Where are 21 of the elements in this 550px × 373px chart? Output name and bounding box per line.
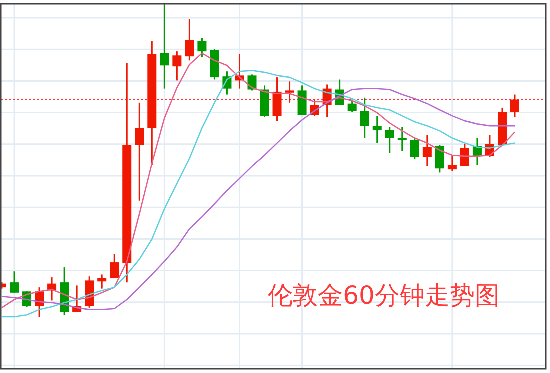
candlestick (372, 115, 382, 144)
candlestick (160, 4, 170, 90)
candlestick (510, 94, 520, 118)
candlestick (135, 102, 144, 202)
candlestick (248, 74, 257, 92)
candlestick (460, 143, 470, 168)
candlestick (198, 38, 207, 58)
candlestick (185, 18, 194, 62)
candlestick (410, 138, 420, 160)
candlestick (285, 80, 294, 104)
candlestick (448, 154, 457, 172)
candlestick (422, 134, 432, 168)
candlestick (98, 274, 107, 290)
candlestick (10, 270, 20, 294)
candlestick (435, 144, 444, 174)
candlestick (110, 254, 120, 280)
text: 伦敦金60分钟走势图 (268, 281, 500, 310)
candlestick (348, 99, 357, 113)
candlestick (360, 97, 370, 140)
candlestick (172, 50, 182, 82)
candlestick (385, 126, 394, 154)
